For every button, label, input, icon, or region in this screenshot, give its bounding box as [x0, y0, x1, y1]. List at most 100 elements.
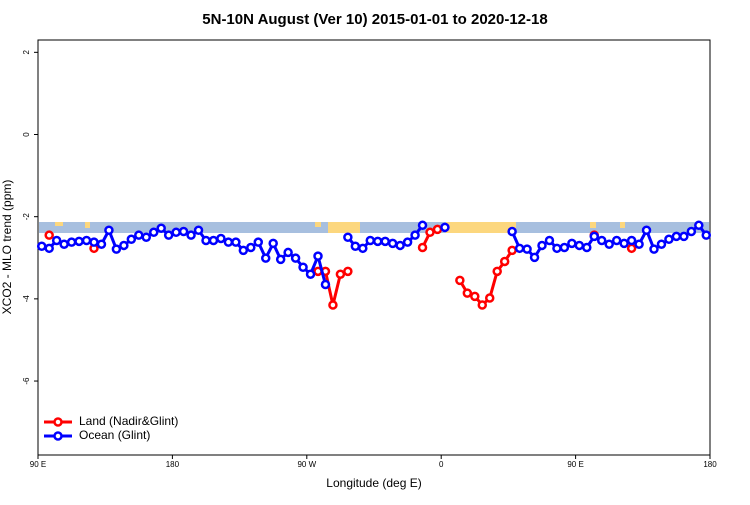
- data-point: [350, 241, 361, 252]
- data-point: [104, 225, 114, 235]
- data-point: [216, 233, 226, 244]
- y-tick-label: 2: [22, 50, 31, 55]
- data-point: [402, 237, 413, 247]
- data-point: [626, 243, 637, 254]
- x-tick-label: 0: [439, 460, 444, 469]
- data-point: [59, 239, 69, 249]
- data-point: [477, 300, 488, 310]
- data-point: [148, 227, 159, 238]
- data-point: [395, 240, 405, 251]
- data-point: [529, 252, 540, 263]
- data-point: [462, 288, 473, 298]
- data-point: [134, 230, 144, 240]
- data-point: [671, 231, 682, 242]
- data-point: [275, 254, 286, 265]
- data-point: [89, 237, 99, 247]
- data-point: [231, 237, 241, 247]
- data-point: [74, 236, 84, 247]
- data-point: [417, 220, 428, 231]
- x-tick-label: 90 E: [567, 460, 583, 469]
- data-point: [208, 235, 219, 246]
- chart-title: 5N-10N August (Ver 10) 2015-01-01 to 202…: [202, 11, 547, 28]
- data-point: [679, 231, 689, 242]
- data-point: [358, 243, 368, 254]
- data-point: [544, 235, 555, 246]
- data-point: [223, 237, 234, 247]
- x-axis-label: Longitude (deg E): [326, 476, 421, 490]
- data-point: [664, 234, 674, 245]
- data-point: [619, 238, 629, 249]
- data-point: [559, 242, 570, 253]
- data-point: [365, 235, 376, 246]
- data-point: [567, 238, 577, 249]
- data-point: [626, 235, 637, 246]
- y-tick-label: 0: [22, 132, 31, 137]
- y-tick-label: -6: [22, 377, 31, 385]
- legend-marker: [53, 431, 63, 441]
- data-point: [417, 242, 428, 253]
- data-point: [171, 227, 181, 238]
- data-point: [246, 242, 256, 253]
- data-point: [156, 223, 166, 233]
- data-point: [178, 226, 189, 237]
- data-point: [484, 293, 495, 303]
- data-point: [126, 234, 137, 245]
- data-point: [514, 243, 525, 254]
- data-point: [253, 237, 264, 247]
- data-point: [343, 232, 353, 242]
- legend-marker: [53, 417, 63, 427]
- data-point: [343, 266, 353, 277]
- data-point: [298, 262, 308, 272]
- data-point: [305, 269, 316, 279]
- data-point: [163, 230, 174, 240]
- data-point: [320, 279, 331, 290]
- map-strip: [39, 222, 709, 233]
- data-point: [694, 220, 704, 231]
- data-point: [387, 238, 398, 249]
- data-point: [141, 232, 152, 242]
- data-point: [634, 239, 644, 249]
- data-point: [96, 239, 107, 249]
- data-point: [410, 230, 420, 240]
- x-tick-label: 90 E: [30, 460, 46, 469]
- data-point: [596, 235, 607, 246]
- data-point: [186, 230, 196, 240]
- data-point: [507, 245, 517, 256]
- data-point: [522, 244, 532, 254]
- data-point: [66, 237, 77, 247]
- data-point: [260, 253, 271, 263]
- data-point: [455, 275, 465, 286]
- y-tick-label: -2: [22, 213, 31, 221]
- data-point: [201, 235, 211, 246]
- data-point: [380, 236, 390, 247]
- data-point: [193, 225, 204, 235]
- x-tick-label: 180: [703, 460, 717, 469]
- data-point: [492, 266, 502, 277]
- data-point: [470, 291, 480, 302]
- data-point: [507, 226, 517, 237]
- data-point: [701, 230, 712, 240]
- legend-label: Ocean (Glint): [79, 428, 150, 442]
- data-point: [111, 244, 122, 254]
- data-point: [604, 239, 614, 249]
- data-point: [686, 226, 697, 237]
- data-point: [81, 235, 92, 246]
- y-axis-label: XCO2 - MLO trend (ppm): [0, 180, 14, 315]
- data-point: [51, 235, 62, 246]
- data-point: [499, 256, 510, 267]
- data-point: [372, 236, 383, 247]
- data-point: [283, 247, 293, 258]
- data-point: [641, 225, 652, 235]
- data-point: [649, 244, 659, 254]
- data-point: [328, 300, 338, 310]
- data-point: [611, 235, 622, 246]
- data-point: [44, 243, 54, 254]
- x-tick-label: 180: [166, 460, 180, 469]
- data-point: [238, 245, 249, 256]
- data-point: [589, 231, 600, 242]
- data-point: [44, 230, 54, 240]
- data-point: [432, 224, 443, 235]
- legend-label: Land (Nadir&Glint): [79, 414, 178, 428]
- data-point: [268, 238, 278, 249]
